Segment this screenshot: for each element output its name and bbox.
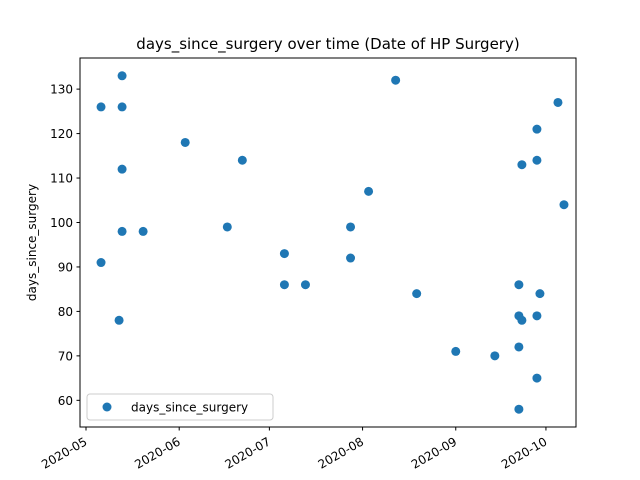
y-tick-label: 80 bbox=[58, 305, 73, 319]
data-point bbox=[553, 97, 563, 107]
data-point bbox=[391, 75, 401, 85]
data-point bbox=[514, 404, 524, 414]
data-point bbox=[138, 226, 148, 236]
y-tick-label: 120 bbox=[50, 127, 73, 141]
data-point bbox=[412, 289, 422, 299]
legend-marker bbox=[102, 402, 112, 412]
data-point bbox=[117, 71, 127, 81]
data-point bbox=[346, 253, 356, 263]
data-point bbox=[532, 311, 542, 321]
y-axis-label: days_since_surgery bbox=[25, 184, 39, 301]
data-point bbox=[517, 315, 527, 325]
legend-box bbox=[86, 393, 274, 421]
data-point bbox=[514, 342, 524, 352]
data-point bbox=[96, 102, 106, 112]
points-layer bbox=[96, 71, 569, 414]
y-tick-label: 70 bbox=[58, 349, 73, 363]
y-tick-label: 90 bbox=[58, 260, 73, 274]
y-tick-label: 60 bbox=[58, 394, 73, 408]
data-point bbox=[490, 351, 500, 361]
data-point bbox=[346, 222, 356, 232]
data-point bbox=[559, 200, 569, 210]
legend: days_since_surgery bbox=[86, 393, 274, 421]
data-point bbox=[237, 155, 247, 165]
y-tick-label: 130 bbox=[50, 83, 73, 97]
data-point bbox=[117, 226, 127, 236]
y-tick-label: 110 bbox=[50, 172, 73, 186]
data-point bbox=[532, 155, 542, 165]
data-point bbox=[300, 280, 310, 290]
data-point bbox=[532, 124, 542, 134]
data-point bbox=[279, 280, 289, 290]
data-point bbox=[535, 289, 545, 299]
data-point bbox=[180, 137, 190, 147]
data-point bbox=[451, 346, 461, 356]
y-axis-ticks: 60 70 80 90 100 110 120 130 bbox=[50, 83, 80, 408]
legend-label: days_since_surgery bbox=[131, 401, 248, 415]
data-point bbox=[117, 102, 127, 112]
data-point bbox=[222, 222, 232, 232]
data-point bbox=[514, 280, 524, 290]
data-point bbox=[96, 258, 106, 268]
data-point bbox=[517, 160, 527, 170]
data-point bbox=[532, 373, 542, 383]
chart-title: days_since_surgery over time (Date of HP… bbox=[136, 35, 519, 54]
plot-frame bbox=[79, 57, 577, 428]
data-point bbox=[114, 315, 124, 325]
data-point bbox=[364, 186, 374, 196]
data-point bbox=[279, 249, 289, 259]
y-tick-label: 100 bbox=[50, 216, 73, 230]
data-point bbox=[117, 164, 127, 174]
